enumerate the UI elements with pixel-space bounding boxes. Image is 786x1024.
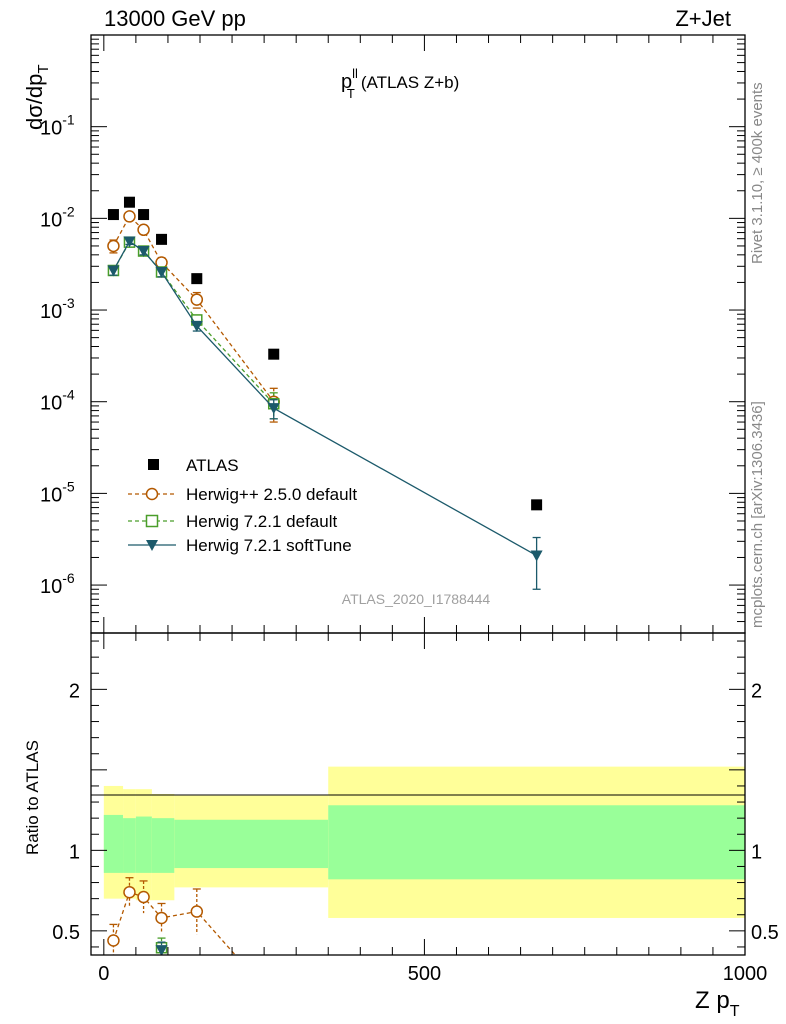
ratio-y-tick-label-right: 0.5: [751, 922, 779, 944]
ratio-y-tick-label-right: 2: [751, 680, 762, 702]
mcplots-credit: mcplots.cern.ch [arXiv:1306.3436]: [749, 401, 766, 628]
x-axis-title: Z pT: [695, 987, 740, 1020]
ratio-plot-frame: [90, 632, 746, 956]
legend: ATLAS Herwig++ 2.5.0 default Herwig 7.2.…: [128, 456, 357, 555]
main-point-atlas: [107, 209, 119, 221]
ratio-y-tick-label-left: 1: [69, 841, 80, 863]
main-point-atlas: [138, 209, 150, 221]
plot-title: pll T(ATLAS Z+b): [341, 66, 459, 101]
ratio-band-inner: [174, 819, 329, 869]
header-left: 13000 GeV pp: [104, 6, 246, 31]
rivet-version: Rivet 3.1.10, ≥ 400k events: [749, 82, 766, 264]
main-y-tick-exponent: -3: [62, 295, 75, 311]
x-ticks: 0 500 1000: [98, 35, 767, 985]
legend-label-softtune: Herwig 7.2.1 softTune: [186, 536, 352, 555]
ratio-band-inner: [103, 814, 124, 873]
ratio-y-tick-label-left: 2: [69, 680, 80, 702]
ratio-band-inner: [328, 805, 745, 880]
main-point-atlas: [531, 499, 543, 511]
main-y-tick-label: 10-2: [40, 203, 75, 231]
ratio-band-inner: [151, 818, 175, 873]
ratio-y-axis-title: Ratio to ATLAS: [23, 740, 42, 855]
x-tick-label: 500: [408, 963, 441, 985]
legend-marker-atlas: [148, 459, 159, 470]
main-point-softtune: [107, 265, 120, 277]
legend-marker-herwig721: [145, 514, 159, 528]
main-y-tick-label: 10-3: [40, 295, 75, 323]
ratio-series-group: [107, 877, 236, 955]
main-y-tick-label: 10-6: [40, 570, 75, 598]
ratio-series-softtune: [155, 941, 168, 955]
main-series-herwigpp: [107, 210, 280, 423]
main-point-atlas: [123, 196, 135, 208]
legend-marker-herwigpp: [145, 487, 159, 501]
main-y-tick-label: 10-5: [40, 478, 75, 506]
main-point-softtune: [530, 550, 543, 562]
legend-label-herwigpp: Herwig++ 2.5.0 default: [186, 485, 357, 504]
ratio-y-tick-label-left: 0.5: [52, 922, 80, 944]
legend-marker-softtune: [146, 540, 158, 551]
main-y-tick-exponent: -4: [62, 387, 75, 403]
main-y-tick-exponent: -2: [62, 203, 75, 219]
main-y-tick-exponent: -5: [62, 478, 75, 494]
ratio-point-softtune: [155, 945, 168, 955]
main-series-softtune: [107, 236, 543, 590]
main-point-softtune: [190, 320, 203, 332]
main-y-axis-title: dσ/dpT: [22, 64, 52, 130]
legend-label-herwig721: Herwig 7.2.1 default: [186, 512, 337, 531]
legend-label-atlas: ATLAS: [186, 456, 239, 475]
main-point-herwigpp: [137, 223, 150, 237]
main-point-softtune: [155, 266, 168, 278]
main-line-herwigpp: [112, 215, 275, 403]
ratio-point-herwigpp: [137, 890, 150, 904]
ratio-series-herwigpp: [107, 877, 236, 955]
ratio-y-tick-label-right: 1: [751, 841, 762, 863]
ratio-line-herwigpp: [112, 891, 236, 955]
main-y-ticks: 10-110-210-310-410-510-6: [40, 34, 745, 634]
ratio-ticks: 0.5 0.5 1 1 2 2: [52, 640, 779, 948]
main-point-herwigpp: [190, 293, 204, 306]
main-series: [107, 196, 543, 590]
ratio-band-inner: [123, 818, 136, 873]
ratio-point-herwigpp: [190, 905, 204, 918]
main-series-atlas: [107, 196, 543, 511]
main-y-tick-label: 10-4: [40, 387, 75, 415]
ratio-band-inner: [135, 816, 152, 873]
main-point-herwigpp: [107, 239, 120, 253]
ratio-point-herwigpp: [107, 934, 120, 947]
main-point-softtune: [267, 403, 280, 415]
main-line-softtune: [112, 240, 537, 557]
main-point-atlas: [191, 273, 203, 285]
main-y-tick-exponent: -6: [62, 570, 75, 586]
ratio-point-herwigpp: [123, 885, 136, 899]
analysis-id: ATLAS_2020_I1788444: [342, 591, 491, 607]
ratio-point-herwigpp: [155, 911, 168, 925]
ratio-series: [107, 877, 236, 955]
main-point-herwigpp: [123, 210, 136, 223]
main-point-softtune: [137, 246, 150, 258]
ratio-uncertainty-bands: [103, 766, 745, 918]
x-tick-label: 0: [98, 963, 109, 985]
header-right: Z+Jet: [675, 6, 731, 31]
main-point-atlas: [156, 233, 168, 245]
main-series-herwig721: [107, 236, 280, 420]
main-y-tick-exponent: -1: [62, 112, 75, 128]
x-tick-label: 1000: [723, 963, 768, 985]
main-point-softtune: [123, 236, 136, 248]
main-point-atlas: [268, 348, 280, 360]
